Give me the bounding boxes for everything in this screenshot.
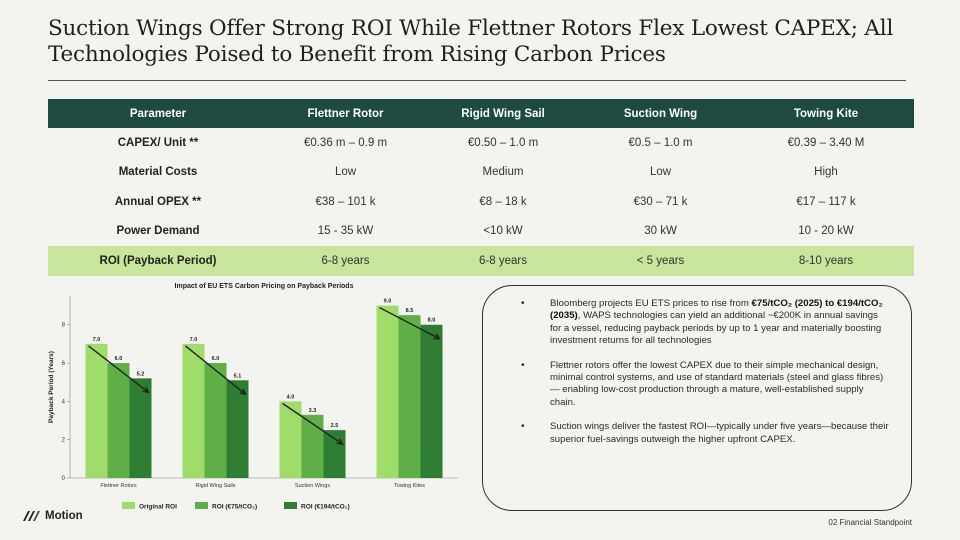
page-title: Suction Wings Offer Strong ROI While Fle…	[48, 16, 894, 67]
bar-value-label: 9.0	[384, 299, 392, 305]
legend-swatch-2	[284, 502, 297, 509]
footer-section-label: 02 Financial Standpoint	[828, 518, 912, 527]
table-cell: 8-10 years	[738, 246, 914, 276]
table-cell: €38 – 101 k	[315, 195, 376, 208]
table-header-row: Parameter Flettner Rotor Rigid Wing Sail Su…	[48, 99, 914, 128]
bar-value-label: 4.0	[287, 394, 295, 400]
bullet-ets-prices: • Bloomberg projects EU ETS prices to ri…	[521, 298, 883, 347]
table-row: CAPEX/ Unit ** €0.36 m – 0.9 m €0.50 – 1.0…	[48, 128, 914, 158]
trend-arrow-3	[379, 306, 440, 340]
payback-chart-svg: Impact of EU ETS Carbon Pricing on Payba…	[48, 283, 458, 511]
bullet-flettner-capex: • Flettner rotors offer the lowest CAPEX…	[521, 359, 884, 408]
table-cell: €17 – 117 k	[796, 195, 856, 208]
table-row-label: Annual OPEX **	[114, 195, 202, 208]
motion-logo-icon	[23, 511, 40, 521]
bar-3-0	[376, 305, 399, 478]
bar-0-1	[107, 363, 130, 478]
bar-value-label: 2.5	[331, 423, 339, 429]
bar-value-label: 6.0	[115, 356, 123, 362]
bullet-suction-roi: • Suction wings deliver the fastest ROI—…	[521, 421, 889, 445]
parameters-table: Parameter Flettner Rotor Rigid Wing Sail Su…	[48, 99, 914, 276]
x-tick-label: Towing Kites	[394, 483, 425, 489]
table-header-2: Rigid Wing Sail	[423, 99, 583, 128]
table-cell: 15 - 35 kW	[317, 225, 374, 238]
legend-label-0: Original ROI	[139, 504, 177, 511]
bar-value-label: 5.2	[137, 371, 145, 377]
table-row: Material Costs Low Medium Low High	[48, 158, 914, 188]
table-cell: €8 – 18 k	[479, 195, 527, 208]
table-row: Power Demand 15 - 35 kW <10 kW 30 kW 10 - 20…	[48, 217, 914, 247]
table-cell: 6-8 years	[423, 246, 583, 276]
chart-title: Impact of EU ETS Carbon Pricing on Payba…	[175, 283, 354, 290]
y-axis-label: Payback Period (Years)	[48, 351, 55, 423]
table-row-label: Power Demand	[116, 225, 200, 238]
table-cell: Medium	[482, 166, 524, 179]
table-cell: <10 kW	[483, 225, 523, 238]
bar-2-0	[279, 401, 302, 478]
bar-0-0	[85, 343, 108, 478]
table-body: CAPEX/ Unit ** €0.36 m – 0.9 m €0.50 – 1.0…	[48, 128, 914, 276]
table-cell: 30 kW	[644, 225, 677, 238]
table-header-1: Flettner Rotor	[268, 99, 423, 128]
table-cell: €0.5 – 1.0 m	[628, 136, 693, 149]
payback-chart: Impact of EU ETS Carbon Pricing on Payba…	[38, 278, 478, 516]
table-cell: €0.39 – 3.40 M	[787, 136, 865, 149]
table-cell: Low	[334, 166, 357, 179]
table-row: ROI (Payback Period) 6-8 years 6-8 years < …	[48, 246, 914, 276]
bar-2-2	[323, 430, 346, 478]
bar-1-0	[182, 343, 205, 478]
x-tick-label: Flettner Rotors	[100, 483, 137, 489]
bar-1-1	[204, 363, 227, 478]
bar-value-label: 7.0	[93, 337, 101, 343]
trend-arrow-2	[282, 402, 343, 445]
bar-value-label: 8.0	[428, 318, 436, 324]
y-tick-label: 4	[62, 399, 66, 405]
y-tick-label: 0	[62, 476, 66, 482]
bar-1-2	[226, 380, 249, 478]
legend-swatch-1	[195, 502, 208, 509]
legend-label-1: ROI (€75/tCO₂)	[212, 504, 257, 511]
trend-arrow-head-3	[433, 333, 441, 340]
y-tick-label: 2	[62, 438, 66, 444]
table-cell: €30 – 71 k	[633, 195, 688, 208]
bar-3-1	[398, 315, 421, 478]
table-row: Annual OPEX ** €38 – 101 k €8 – 18 k €30 – …	[48, 187, 914, 217]
table-cell: 6-8 years	[268, 246, 423, 276]
logo-text: Motion	[45, 510, 83, 522]
bar-value-label: 8.5	[406, 308, 414, 314]
trend-arrow-head-0	[142, 386, 150, 394]
table-cell: €0.36 m – 0.9 m	[303, 136, 388, 149]
title-divider	[48, 80, 906, 81]
trend-arrow-head-2	[336, 438, 344, 446]
table-row-label: CAPEX/ Unit **	[117, 136, 199, 149]
bar-2-1	[301, 414, 324, 478]
insights-callout: • Bloomberg projects EU ETS prices to ri…	[482, 285, 912, 511]
trend-arrow-0	[88, 345, 149, 393]
bar-3-2	[420, 324, 443, 478]
trend-arrow-head-1	[239, 388, 247, 396]
motion-logo: Motion	[22, 510, 83, 522]
table-cell: Low	[649, 166, 672, 179]
legend-label-2: ROI (€194/tCO₂)	[301, 504, 350, 511]
table-cell: €0.50 – 1.0 m	[467, 136, 539, 149]
legend-swatch-0	[122, 502, 135, 509]
x-tick-label: Rigid Wing Sails	[195, 483, 235, 489]
bar-value-label: 3.3	[309, 408, 317, 414]
bar-value-label: 7.0	[190, 337, 198, 343]
bar-0-2	[129, 378, 152, 478]
bar-value-label: 6.0	[212, 356, 220, 362]
table-row-label: Material Costs	[118, 166, 198, 179]
table-row-label: ROI (Payback Period)	[48, 246, 268, 276]
table-header-0: Parameter	[48, 99, 268, 128]
table-cell: 10 - 20 kW	[798, 225, 854, 238]
table-header-4: Towing Kite	[738, 99, 914, 128]
table-cell: High	[814, 166, 838, 179]
table-cell: < 5 years	[583, 246, 738, 276]
bar-value-label: 5.1	[234, 373, 242, 379]
table-header-3: Suction Wing	[583, 99, 738, 128]
trend-arrow-1	[185, 345, 246, 395]
y-tick-label: 6	[62, 361, 66, 367]
y-tick-label: 8	[62, 323, 66, 329]
x-tick-label: Suction Wings	[295, 483, 330, 489]
